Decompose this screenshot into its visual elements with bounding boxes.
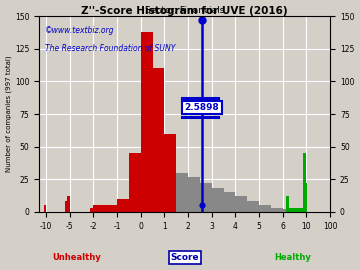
Bar [153,69,165,212]
Bar [301,208,303,212]
Bar [129,153,141,212]
Bar [165,134,176,212]
Title: Z''-Score Histogram for UVE (2016): Z''-Score Histogram for UVE (2016) [81,6,288,16]
Bar [65,201,67,212]
Bar [286,196,289,212]
Bar [188,177,200,212]
Text: Unhealthy: Unhealthy [53,253,101,262]
Bar [200,183,212,212]
Text: 2.5898: 2.5898 [185,103,220,112]
Bar [247,201,259,212]
Bar [176,173,188,212]
Text: Healthy: Healthy [274,253,311,262]
Bar [294,208,298,212]
Bar [298,208,301,212]
Bar [141,32,153,212]
Text: The Research Foundation of SUNY: The Research Foundation of SUNY [45,44,175,53]
Y-axis label: Number of companies (997 total): Number of companies (997 total) [5,56,12,172]
Bar [105,205,117,212]
Text: Sector: Financials: Sector: Financials [145,6,224,15]
Bar [67,196,70,212]
Bar [289,208,292,212]
Bar [303,153,306,212]
Text: ©www.textbiz.org: ©www.textbiz.org [45,26,114,35]
Bar [224,192,235,212]
Bar [90,208,94,212]
Bar [44,205,46,212]
Bar [94,205,105,212]
Bar [283,209,286,212]
Bar [235,196,247,212]
Bar [117,199,129,212]
Bar [292,208,294,212]
Bar [259,205,271,212]
Text: Score: Score [170,253,199,262]
Bar [212,188,224,212]
Bar [271,208,283,212]
